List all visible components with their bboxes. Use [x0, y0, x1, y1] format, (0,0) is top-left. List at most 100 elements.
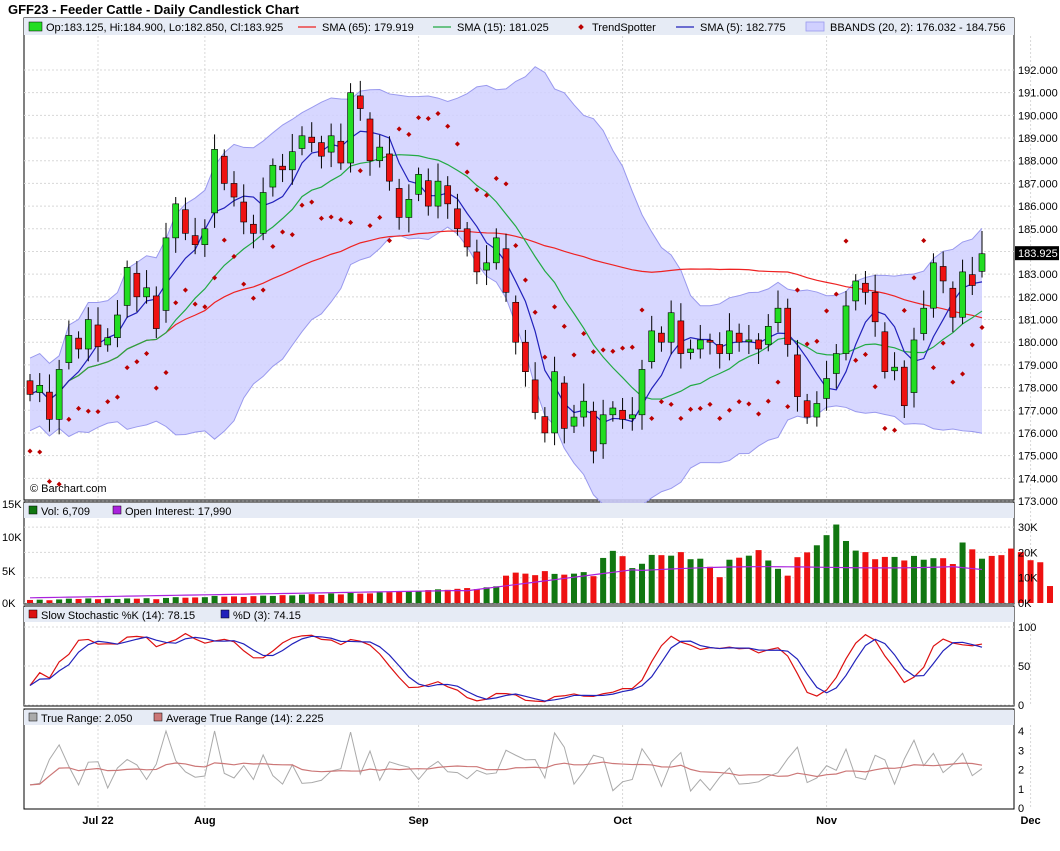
trendspotter-dot [144, 351, 150, 357]
price-legend: Op:183.125, Hi:184.900, Lo:182.850, Cl:1… [24, 18, 1014, 35]
legend-ohlc: Op:183.125, Hi:184.900, Lo:182.850, Cl:1… [46, 22, 283, 34]
candle-body [444, 185, 452, 205]
candle-body [318, 142, 325, 157]
volume-bar [580, 572, 587, 603]
candle-body [910, 339, 918, 393]
candle-body [279, 165, 286, 171]
candle-body [376, 146, 384, 162]
volume-bar [891, 556, 898, 603]
volume-bar [862, 552, 869, 603]
trendspotter-dot [853, 357, 859, 363]
candle-body [570, 416, 578, 427]
trendspotter-dot [280, 229, 286, 235]
volume-bar [192, 597, 199, 603]
candle-body [959, 271, 966, 318]
trendspotter-dot [221, 237, 227, 243]
volume-tick-label: 10K [1018, 573, 1038, 585]
candle-body [230, 183, 238, 198]
trendspotter-dot [542, 354, 548, 360]
trendspotter-dot [153, 385, 159, 391]
candle-body [220, 155, 228, 184]
trendspotter-dot [979, 324, 985, 331]
candle-body [842, 305, 850, 354]
volume-bar [949, 564, 956, 603]
candle-body [152, 295, 160, 329]
volume-bar [1046, 586, 1054, 603]
candle-body [114, 314, 121, 338]
sma15-line [29, 154, 983, 401]
candle-body [94, 324, 102, 348]
price-tick-label: 191.000 [1018, 88, 1058, 100]
volume-bar [211, 595, 218, 603]
trendspotter-dot [202, 304, 208, 310]
volume-bar [434, 589, 442, 603]
trendspotter-dot [794, 287, 800, 293]
volume-bar [881, 556, 888, 603]
volume-bar [308, 594, 315, 603]
candle-body [978, 253, 986, 272]
trendspotter-dot [454, 141, 460, 147]
candle-body [541, 416, 549, 434]
volume-bar [774, 568, 782, 603]
volume-bars [26, 524, 1054, 603]
volume-bar [347, 592, 354, 603]
candle-body [434, 180, 442, 207]
candle-body [366, 118, 374, 162]
trendspotter-dot [629, 344, 635, 350]
trendspotter-dot [610, 348, 616, 354]
candle-body [288, 151, 296, 171]
volume-bar [842, 540, 850, 603]
candle-body [794, 354, 801, 397]
volume-bar [318, 594, 325, 603]
volume-bar [75, 598, 82, 603]
candle-body [784, 307, 792, 345]
volume-bar [765, 560, 772, 603]
volume-bar [240, 596, 247, 603]
trendspotter-dot [882, 425, 888, 431]
volume-bar [1017, 552, 1024, 603]
trendspotter-dot [241, 281, 247, 287]
legend-bbands: BBANDS (20, 2): 176.032 - 184.756 [830, 22, 1006, 34]
bband-upper [29, 66, 983, 365]
volume-bar [755, 550, 762, 603]
volume-bar [502, 575, 510, 603]
volume-bar [230, 596, 238, 603]
volume-bar [813, 545, 820, 603]
trendspotter-dot [552, 304, 558, 310]
price-tick-label: 192.000 [1018, 65, 1058, 77]
candle-body [26, 380, 34, 395]
volume-bar [745, 555, 752, 603]
volume-bar [143, 598, 150, 603]
trendspotter-dot [250, 295, 256, 301]
legend-stoch-k: Slow Stochastic %K (14): 78.15 [41, 610, 195, 622]
true-range-lines [29, 729, 983, 793]
legend-trendspotter: TrendSpotter [592, 22, 656, 34]
volume-bar [56, 599, 63, 603]
bbands-swatch [805, 21, 825, 32]
volume-bar [716, 577, 723, 603]
volume-legend: Vol: 6,709 Open Interest: 17,990 [24, 503, 1014, 518]
volume-bar [201, 597, 208, 603]
candle-body [891, 366, 898, 372]
trendspotter-dot [969, 342, 975, 348]
atr-tick-label: 2 [1018, 765, 1024, 777]
candle-body [949, 287, 957, 318]
trendspotter-dot [260, 287, 266, 293]
volume-bar [289, 595, 296, 603]
candle-body [677, 320, 685, 354]
trendspotter-dot [503, 181, 509, 187]
trendspotter-dot [960, 371, 966, 377]
price-tick-label: 186.000 [1018, 201, 1058, 213]
month-label: Aug [194, 815, 215, 827]
true-range-line [29, 729, 983, 793]
volume-bar [541, 571, 548, 603]
candle-body [638, 369, 646, 416]
candle-body [308, 136, 316, 143]
volume-bar [978, 558, 986, 603]
trendspotter-dot [862, 351, 868, 358]
volume-bar [619, 556, 626, 603]
stoch-d-line [29, 635, 983, 702]
candle-body [696, 339, 704, 350]
ohlc-swatch [28, 21, 43, 32]
